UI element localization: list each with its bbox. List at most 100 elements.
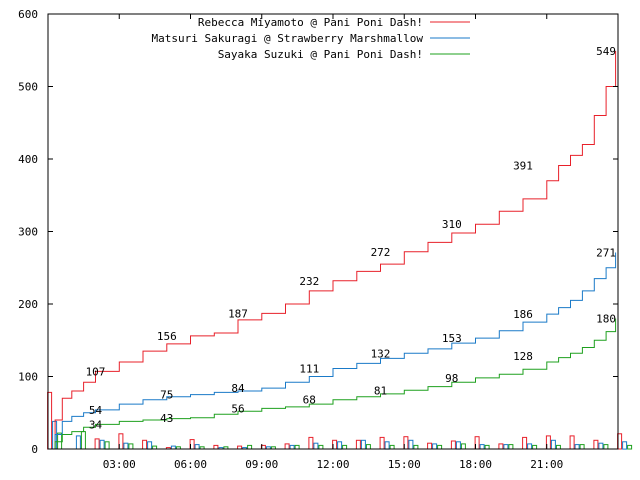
y-tick-label: 400 <box>18 153 38 166</box>
point-label: 56 <box>231 402 244 415</box>
hourly-bar <box>579 444 585 450</box>
hourly-bar <box>484 444 490 450</box>
hourly-bar <box>342 444 348 450</box>
point-label: 98 <box>445 372 458 385</box>
point-label: 111 <box>299 363 319 376</box>
legend-entry: Rebecca Miyamoto @ Pani Poni Dash! <box>198 16 423 29</box>
point-label: 187 <box>228 307 248 320</box>
hourly-bar <box>408 439 414 450</box>
point-label: 34 <box>89 418 103 431</box>
point-label: 272 <box>371 246 391 259</box>
hourly-bar <box>80 431 86 450</box>
hourly-bar <box>532 444 538 450</box>
point-label: 271 <box>596 247 616 260</box>
legend-entry: Sayaka Suzuki @ Pani Poni Dash! <box>218 48 423 61</box>
hourly-bar <box>379 436 385 450</box>
series-line-0 <box>48 51 617 450</box>
hourly-bar <box>128 443 134 450</box>
point-label: 132 <box>371 347 391 360</box>
point-label: 186 <box>513 308 533 321</box>
hourly-bar <box>479 444 485 450</box>
hourly-bar <box>550 439 556 450</box>
hourly-bar <box>508 444 514 450</box>
x-tick-label: 09:00 <box>245 458 278 471</box>
hourly-bar <box>365 444 371 450</box>
point-label: 107 <box>86 365 106 378</box>
plot-frame <box>47 13 619 450</box>
x-tick-label: 15:00 <box>388 458 421 471</box>
hourly-bar <box>460 443 466 450</box>
hourly-bar <box>318 444 324 450</box>
hourly-bar <box>437 444 443 450</box>
hourly-bar <box>284 443 290 450</box>
hourly-bar <box>627 444 633 450</box>
point-label: 156 <box>157 330 177 343</box>
x-tick-label: 21:00 <box>530 458 563 471</box>
hourly-bar <box>247 444 253 450</box>
hourly-bar <box>427 442 433 450</box>
point-label: 128 <box>513 350 533 363</box>
hourly-bar <box>603 444 609 450</box>
y-tick-label: 300 <box>18 226 38 239</box>
series-lines <box>48 51 617 450</box>
hourly-bar <box>522 436 528 450</box>
hourly-bar <box>598 442 604 450</box>
series-point-labels: 107 156 187 232 272 310 391 549 54 75 84 111 132 153 1… <box>86 45 616 431</box>
hourly-bar <box>360 439 366 450</box>
series-line-1 <box>48 252 617 450</box>
hourly-bar <box>498 443 504 450</box>
point-label: 75 <box>160 389 173 402</box>
hourly-bar <box>384 441 390 450</box>
hourly-bar <box>142 439 148 450</box>
hourly-bar <box>213 444 219 450</box>
hourly-bar <box>432 443 438 450</box>
point-label: 391 <box>513 160 533 173</box>
x-tick-label: 03:00 <box>103 458 136 471</box>
hourly-bar <box>413 444 419 450</box>
hourly-bar <box>593 439 599 450</box>
legend-entry: Matsuri Sakuragi @ Strawberry Marshmallo… <box>151 32 423 45</box>
hourly-bar <box>313 442 319 450</box>
point-label: 43 <box>160 412 173 425</box>
hourly-bar <box>569 435 575 450</box>
hourly-bar <box>294 444 300 450</box>
y-tick-label: 500 <box>18 81 38 94</box>
hourly-bar <box>57 432 63 450</box>
hourly-bar <box>308 436 314 450</box>
hourly-bar <box>389 444 395 450</box>
hourly-bar <box>574 444 580 450</box>
point-label: 153 <box>442 332 462 345</box>
hourly-bar <box>104 441 110 450</box>
hourly-bars <box>47 391 633 450</box>
point-label: 54 <box>89 404 103 417</box>
y-tick-label: 0 <box>31 443 38 456</box>
point-label: 81 <box>374 384 387 397</box>
y-tick-label: 600 <box>18 8 38 21</box>
x-tick-label: 06:00 <box>174 458 207 471</box>
hourly-bar <box>147 441 153 450</box>
hourly-bar <box>194 444 200 450</box>
x-tick-label: 12:00 <box>316 458 349 471</box>
hourly-bar <box>455 441 461 450</box>
hourly-bar <box>527 443 533 450</box>
hourly-bar <box>450 440 456 450</box>
hourly-bar <box>94 438 100 450</box>
point-label: 310 <box>442 218 462 231</box>
hourly-bar <box>289 444 295 450</box>
point-label: 68 <box>303 394 316 407</box>
legend: Rebecca Miyamoto @ Pani Poni Dash! Matsur… <box>151 16 470 61</box>
axes: 0 100 200 300 400 500 600 03:00 06:00 09:00 12:00 1… <box>18 8 619 471</box>
hourly-bar <box>337 441 343 450</box>
hourly-bar <box>555 444 561 450</box>
y-tick-label: 100 <box>18 371 38 384</box>
hourly-bar <box>123 442 129 450</box>
point-label: 549 <box>596 45 616 58</box>
hourly-bar <box>75 435 81 450</box>
hourly-bar <box>99 439 105 450</box>
series-line-2 <box>48 318 617 450</box>
point-label: 180 <box>596 313 616 326</box>
hourly-bar <box>622 441 628 450</box>
point-label: 232 <box>299 275 319 288</box>
hourly-bar <box>355 439 361 450</box>
